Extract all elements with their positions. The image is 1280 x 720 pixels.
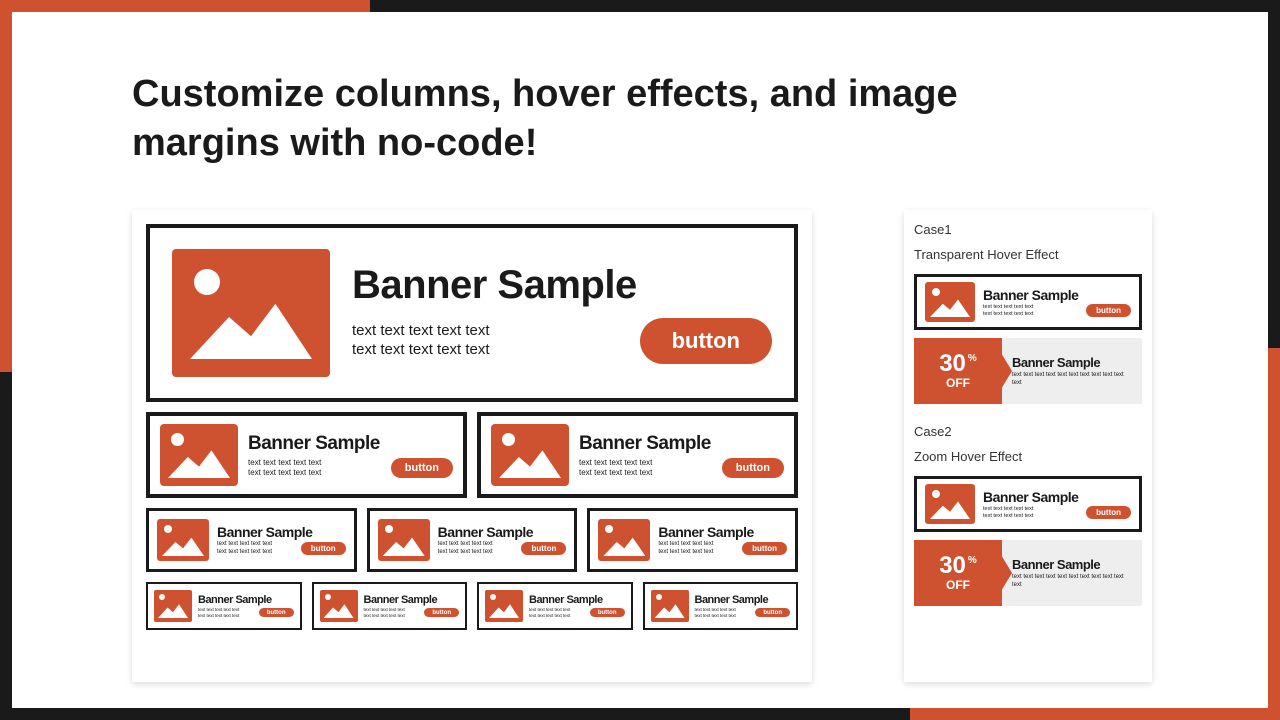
banner-row-4col: Banner Sampletext text text text text te… xyxy=(146,582,798,630)
accent-stripe xyxy=(1268,348,1280,720)
sale-banner-card[interactable]: 30% OFF Banner Sample text text text text… xyxy=(914,338,1142,404)
case1-label: Case1 xyxy=(914,222,1142,237)
banner-row-1col: Banner Sample text text text text text t… xyxy=(146,224,798,402)
image-placeholder-icon xyxy=(485,590,523,622)
banner-title: Banner Sample xyxy=(983,489,1131,505)
banner-card[interactable]: Banner Sampletext text text text text te… xyxy=(146,508,357,572)
banner-button[interactable]: button xyxy=(640,318,772,364)
sale-off-label: OFF xyxy=(946,376,970,390)
banner-text: text text text text text text text text … xyxy=(983,506,1033,520)
banner-title: Banner Sample xyxy=(579,433,784,455)
image-placeholder-icon xyxy=(154,590,192,622)
page-title: Customize columns, hover effects, and im… xyxy=(132,70,1072,169)
banner-text: text text text text text text text text … xyxy=(1012,372,1134,388)
banner-text: text text text text text text text text … xyxy=(364,607,405,618)
banner-button[interactable]: button xyxy=(521,542,566,555)
image-placeholder-icon xyxy=(491,424,569,486)
banner-text: text text text text text text text text … xyxy=(198,607,239,618)
banner-button[interactable]: button xyxy=(590,608,625,617)
banner-card[interactable]: Banner Sampletext text text text text te… xyxy=(643,582,799,630)
banner-card[interactable]: Banner Sampletext text text text text te… xyxy=(914,274,1142,330)
banner-card[interactable]: Banner Sample text text text text text te… xyxy=(146,412,467,498)
case2-subtitle: Zoom Hover Effect xyxy=(914,449,1142,464)
image-placeholder-icon xyxy=(172,249,330,377)
promo-frame: Customize columns, hover effects, and im… xyxy=(0,0,1280,720)
banner-button[interactable]: button xyxy=(722,458,784,478)
banner-title: Banner Sample xyxy=(1012,557,1134,572)
sale-number: 30 xyxy=(939,554,966,578)
banner-text: text text text text text text text text … xyxy=(438,541,493,556)
sale-percent: % xyxy=(968,354,977,364)
banner-button[interactable]: button xyxy=(1086,506,1131,519)
banner-title: Banner Sample xyxy=(248,433,453,455)
image-placeholder-icon xyxy=(925,282,975,322)
banner-text: text text text text text text text text … xyxy=(217,541,272,556)
banner-title: Banner Sample xyxy=(198,594,294,606)
banner-title: Banner Sample xyxy=(983,287,1131,303)
banner-card[interactable]: Banner Sampletext text text text text te… xyxy=(477,582,633,630)
sale-off-label: OFF xyxy=(946,578,970,592)
sale-percent: % xyxy=(968,556,977,566)
banner-title: Banner Sample xyxy=(1012,355,1134,370)
banner-card[interactable]: Banner Sampletext text text text text te… xyxy=(914,476,1142,532)
image-placeholder-icon xyxy=(925,484,975,524)
banner-text: text text text text text text text text … xyxy=(695,607,736,618)
banner-title: Banner Sample xyxy=(529,594,625,606)
image-placeholder-icon xyxy=(598,519,650,561)
banner-title: Banner Sample xyxy=(352,263,772,308)
hover-effects-panel: Case1 Transparent Hover Effect Banner Sa… xyxy=(904,210,1152,682)
accent-stripe xyxy=(0,0,370,12)
sale-badge: 30% OFF xyxy=(914,540,1002,606)
banner-title: Banner Sample xyxy=(438,524,567,540)
banner-title: Banner Sample xyxy=(695,594,791,606)
case1-subtitle: Transparent Hover Effect xyxy=(914,247,1142,262)
banner-button[interactable]: button xyxy=(259,608,294,617)
banner-button[interactable]: button xyxy=(301,542,346,555)
sale-banner-card[interactable]: 30% OFF Banner Sample text text text text… xyxy=(914,540,1142,606)
banner-row-2col: Banner Sample text text text text text te… xyxy=(146,412,798,498)
banner-button[interactable]: button xyxy=(424,608,459,617)
banner-card[interactable]: Banner Sampletext text text text text te… xyxy=(367,508,578,572)
columns-showcase-panel: Banner Sample text text text text text t… xyxy=(132,210,812,682)
banner-row-3col: Banner Sampletext text text text text te… xyxy=(146,508,798,572)
banner-text: text text text text text text text text … xyxy=(658,541,713,556)
banner-text: text text text text text text text text … xyxy=(579,458,652,478)
banner-card[interactable]: Banner Sample text text text text text te… xyxy=(477,412,798,498)
case2-label: Case2 xyxy=(914,424,1142,439)
image-placeholder-icon xyxy=(378,519,430,561)
banner-card[interactable]: Banner Sampletext text text text text te… xyxy=(587,508,798,572)
banner-button[interactable]: button xyxy=(1086,304,1131,317)
banner-button[interactable]: button xyxy=(391,458,453,478)
sale-badge: 30% OFF xyxy=(914,338,1002,404)
accent-stripe xyxy=(0,0,12,372)
image-placeholder-icon xyxy=(157,519,209,561)
banner-card[interactable]: Banner Sampletext text text text text te… xyxy=(312,582,468,630)
image-placeholder-icon xyxy=(651,590,689,622)
image-placeholder-icon xyxy=(160,424,238,486)
banner-title: Banner Sample xyxy=(217,524,346,540)
accent-stripe xyxy=(910,708,1280,720)
banner-text: text text text text text text text text … xyxy=(529,607,570,618)
banner-text: text text text text text text text text … xyxy=(352,322,490,360)
banner-text: text text text text text text text text … xyxy=(983,304,1033,318)
sale-number: 30 xyxy=(939,352,966,376)
banner-button[interactable]: button xyxy=(742,542,787,555)
banner-text: text text text text text text text text … xyxy=(1012,574,1134,590)
image-placeholder-icon xyxy=(320,590,358,622)
banner-button[interactable]: button xyxy=(755,608,790,617)
banner-card[interactable]: Banner Sample text text text text text t… xyxy=(146,224,798,402)
banner-title: Banner Sample xyxy=(364,594,460,606)
banner-title: Banner Sample xyxy=(658,524,787,540)
banner-card[interactable]: Banner Sampletext text text text text te… xyxy=(146,582,302,630)
banner-text: text text text text text text text text … xyxy=(248,458,321,478)
